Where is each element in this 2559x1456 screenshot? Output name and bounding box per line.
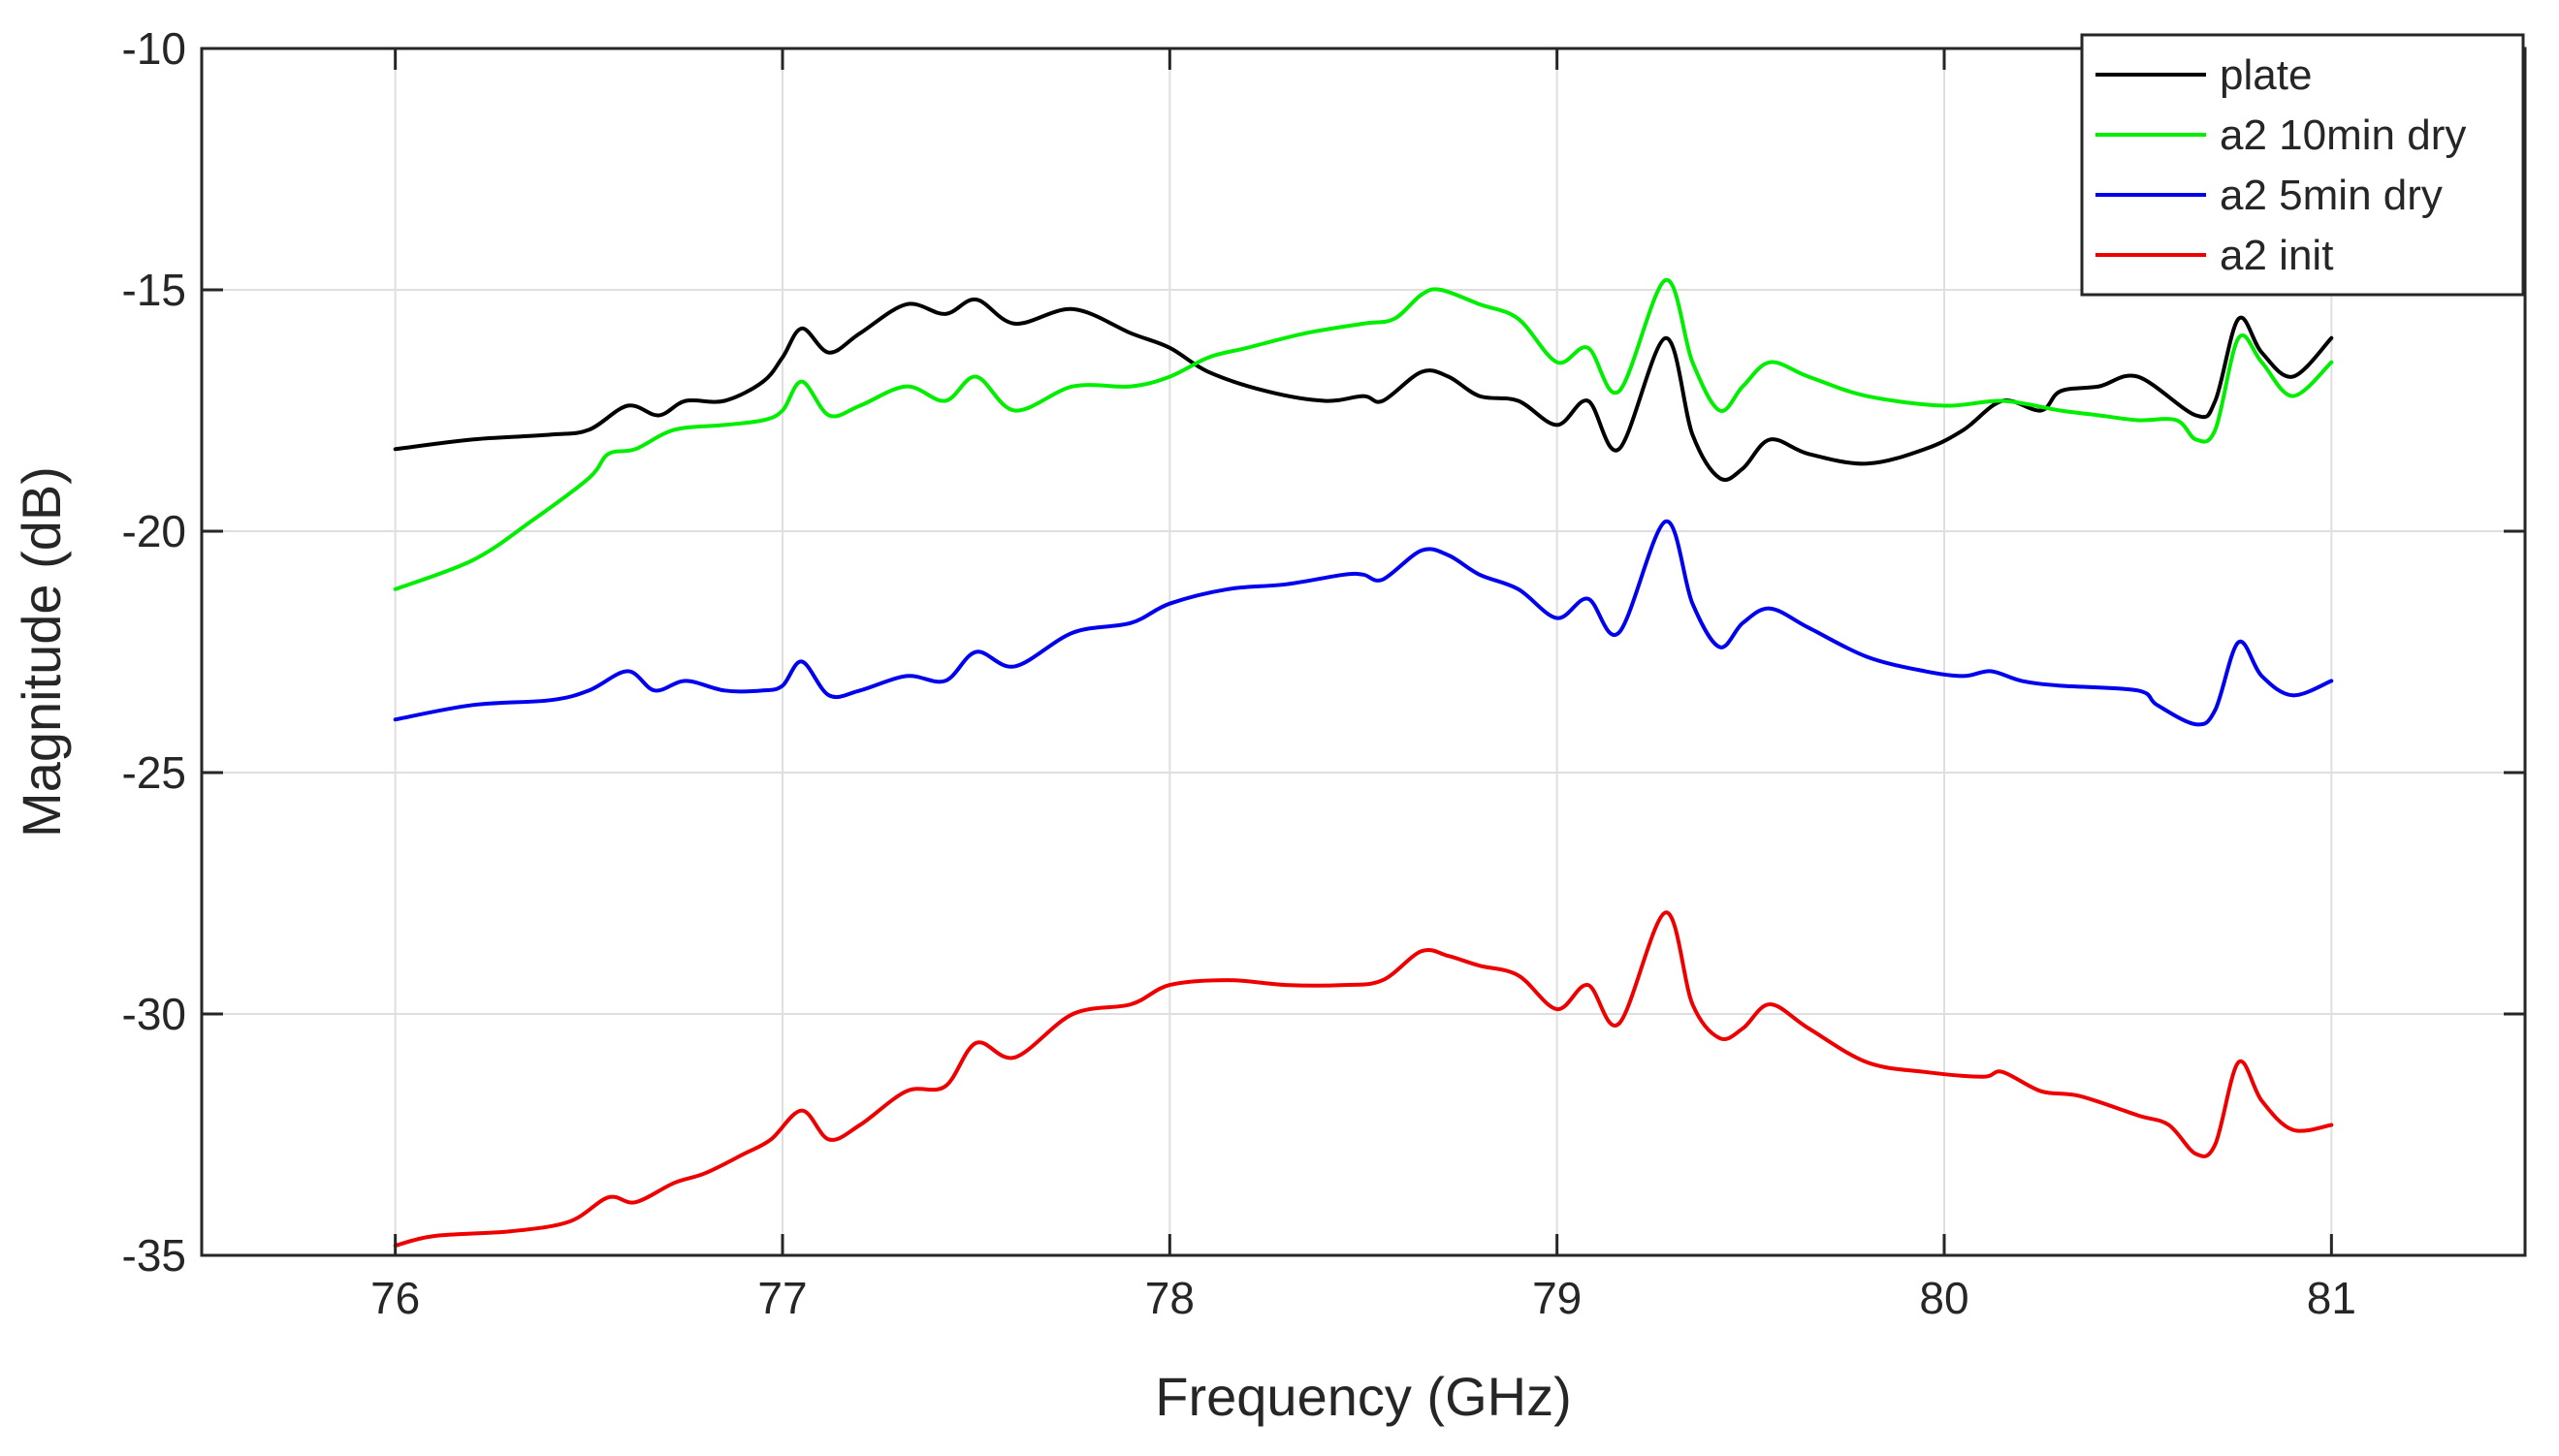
y-tick-label: -20 (122, 506, 186, 556)
plot-frame (200, 47, 2527, 1257)
legend-label: a2 10min dry (2220, 111, 2466, 159)
series-line-a2-5min-dry (393, 520, 2334, 727)
series-lines (393, 277, 2334, 1248)
legend-box (2080, 33, 2525, 297)
x-tick-label: 80 (1919, 1273, 1968, 1323)
legend-item: a2 5min dry (2095, 172, 2443, 219)
y-tick-label: -15 (122, 265, 186, 315)
x-axis-label: Frequency (GHz) (1155, 1366, 1571, 1427)
x-tick-label: 78 (1145, 1273, 1195, 1323)
y-tick-label: -35 (122, 1230, 186, 1281)
x-tick-label: 77 (757, 1273, 807, 1323)
x-tick-label: 79 (1532, 1273, 1582, 1323)
legend-label: a2 init (2220, 232, 2333, 279)
legend-item: a2 10min dry (2095, 111, 2466, 159)
axis-tick-labels: 76 77 78 79 80 81 -35 -30 -25 -20 -15 -10 (122, 23, 2356, 1323)
x-tick-label: 76 (370, 1273, 420, 1323)
series-line-a2-10min-dry (393, 277, 2334, 591)
axis-ticks (202, 47, 2525, 1257)
series-line-a2-init (393, 910, 2334, 1248)
x-tick-label: 81 (2307, 1273, 2356, 1323)
y-tick-label: -30 (122, 989, 186, 1039)
legend-label: plate (2220, 51, 2312, 99)
legend-item: plate (2095, 51, 2312, 99)
y-tick-label: -25 (122, 747, 186, 798)
y-tick-label: -10 (122, 23, 186, 74)
series-line-plate (393, 297, 2334, 483)
y-axis-label: Magnitude (dB) (11, 466, 72, 838)
legend: plate a2 10min dry a2 5min dry a2 init (2080, 33, 2525, 297)
legend-label: a2 5min dry (2220, 172, 2443, 219)
legend-item: a2 init (2095, 232, 2333, 279)
